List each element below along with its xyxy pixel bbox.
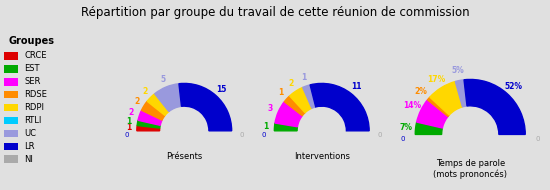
Text: CRCE: CRCE <box>24 51 47 60</box>
Wedge shape <box>155 84 182 112</box>
Text: Interventions: Interventions <box>294 152 350 161</box>
Text: 0: 0 <box>377 132 382 138</box>
FancyBboxPatch shape <box>4 52 18 60</box>
Text: 5: 5 <box>160 75 166 84</box>
FancyBboxPatch shape <box>4 91 18 98</box>
Text: RTLI: RTLI <box>24 116 42 125</box>
FancyBboxPatch shape <box>4 104 18 111</box>
Text: 2: 2 <box>142 87 147 96</box>
Text: 0: 0 <box>124 132 129 138</box>
Wedge shape <box>141 101 165 120</box>
FancyBboxPatch shape <box>4 117 18 124</box>
Text: 1: 1 <box>278 88 283 97</box>
Wedge shape <box>430 82 463 115</box>
Text: 7%: 7% <box>399 123 412 132</box>
Wedge shape <box>415 122 442 135</box>
Text: 15: 15 <box>216 85 227 94</box>
Wedge shape <box>464 79 525 134</box>
Wedge shape <box>417 100 448 128</box>
Text: 11: 11 <box>351 82 361 91</box>
Wedge shape <box>275 102 302 127</box>
Wedge shape <box>455 80 467 107</box>
Text: 2: 2 <box>129 108 134 117</box>
Text: 0: 0 <box>240 132 244 138</box>
Text: Groupes: Groupes <box>9 36 55 46</box>
Text: 1: 1 <box>263 122 268 131</box>
Text: 5%: 5% <box>452 66 464 75</box>
Text: 0: 0 <box>262 132 266 138</box>
Text: RDSE: RDSE <box>24 90 47 99</box>
Text: 2: 2 <box>134 97 140 106</box>
Text: NI: NI <box>24 155 33 164</box>
Wedge shape <box>138 110 162 125</box>
FancyBboxPatch shape <box>4 155 18 163</box>
Wedge shape <box>427 97 449 116</box>
Text: 1: 1 <box>126 117 131 126</box>
Text: 0: 0 <box>401 136 405 142</box>
Text: Répartition par groupe du travail de cette réunion de commission: Répartition par groupe du travail de cet… <box>81 6 469 19</box>
Text: Temps de parole
(mots prononcés): Temps de parole (mots prononcés) <box>433 159 507 179</box>
Text: UC: UC <box>24 129 36 138</box>
FancyBboxPatch shape <box>4 78 18 86</box>
Text: RDPI: RDPI <box>24 103 44 112</box>
Wedge shape <box>147 94 169 116</box>
Text: Présents: Présents <box>166 152 202 161</box>
Text: LR: LR <box>24 142 35 151</box>
Wedge shape <box>137 126 159 131</box>
Wedge shape <box>310 83 369 131</box>
FancyBboxPatch shape <box>4 142 18 150</box>
Wedge shape <box>284 96 305 116</box>
Text: EST: EST <box>24 64 40 73</box>
Text: 2: 2 <box>289 79 294 89</box>
FancyBboxPatch shape <box>4 65 18 73</box>
Text: 0: 0 <box>535 136 540 142</box>
Wedge shape <box>137 120 160 128</box>
Wedge shape <box>302 85 316 108</box>
Wedge shape <box>179 83 232 131</box>
Text: 2%: 2% <box>415 88 427 97</box>
FancyBboxPatch shape <box>4 130 18 137</box>
Text: 52%: 52% <box>504 82 522 90</box>
Text: 1: 1 <box>301 73 306 82</box>
Wedge shape <box>274 123 298 131</box>
Text: SER: SER <box>24 77 41 86</box>
Wedge shape <box>290 87 312 113</box>
Text: 3: 3 <box>268 104 273 113</box>
Text: 1: 1 <box>126 123 131 132</box>
Text: 14%: 14% <box>403 101 421 111</box>
Text: 17%: 17% <box>427 75 446 84</box>
